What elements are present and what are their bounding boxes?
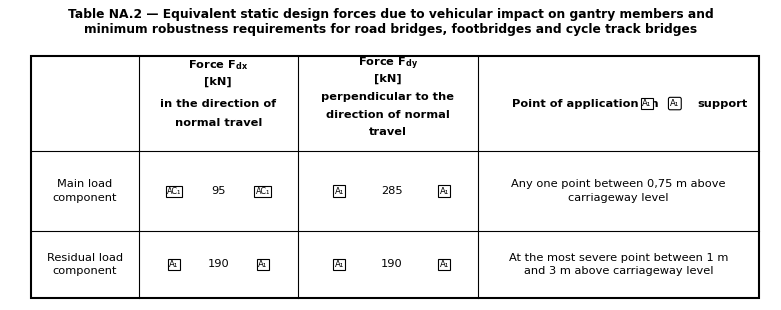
Text: 95: 95 — [211, 186, 226, 196]
Text: component: component — [53, 266, 117, 276]
Text: A₁: A₁ — [642, 99, 651, 108]
Text: A₁: A₁ — [334, 260, 344, 269]
Text: component: component — [53, 193, 117, 203]
Text: A₁: A₁ — [334, 187, 344, 196]
Text: 190: 190 — [208, 259, 229, 269]
Text: Residual load: Residual load — [47, 253, 123, 263]
Text: [kN]: [kN] — [205, 77, 232, 87]
Text: travel: travel — [369, 127, 407, 137]
Text: A₁: A₁ — [258, 260, 267, 269]
Text: 190: 190 — [381, 259, 403, 269]
Text: normal travel: normal travel — [175, 118, 262, 128]
Text: A₁: A₁ — [440, 187, 449, 196]
Text: perpendicular to the: perpendicular to the — [322, 92, 455, 102]
Text: Force $\mathbf{F_{dy}}$: Force $\mathbf{F_{dy}}$ — [358, 55, 418, 72]
Text: A₁: A₁ — [440, 260, 449, 269]
Text: AC₁: AC₁ — [255, 187, 270, 196]
Text: A₁: A₁ — [169, 260, 179, 269]
Text: Any one point between 0,75 m above: Any one point between 0,75 m above — [512, 179, 726, 189]
Text: [kN]: [kN] — [374, 73, 401, 84]
Text: 285: 285 — [381, 186, 403, 196]
Text: Force $\mathbf{F_{dx}}$: Force $\mathbf{F_{dx}}$ — [188, 59, 248, 72]
Text: Main load: Main load — [58, 179, 112, 189]
Text: and 3 m above carriageway level: and 3 m above carriageway level — [524, 266, 713, 276]
Text: Table NA.2 — Equivalent static design forces due to vehicular impact on gantry m: Table NA.2 — Equivalent static design fo… — [68, 8, 713, 36]
Text: A₁: A₁ — [670, 99, 679, 108]
Text: At the most severe point between 1 m: At the most severe point between 1 m — [509, 253, 729, 263]
Bar — [31, 56, 759, 298]
Text: carriageway level: carriageway level — [569, 193, 669, 203]
Text: AC₁: AC₁ — [166, 187, 181, 196]
Text: Point of application on: Point of application on — [512, 99, 658, 108]
Text: in the direction of: in the direction of — [160, 99, 276, 108]
Text: direction of normal: direction of normal — [326, 110, 450, 120]
Text: support: support — [697, 99, 747, 108]
